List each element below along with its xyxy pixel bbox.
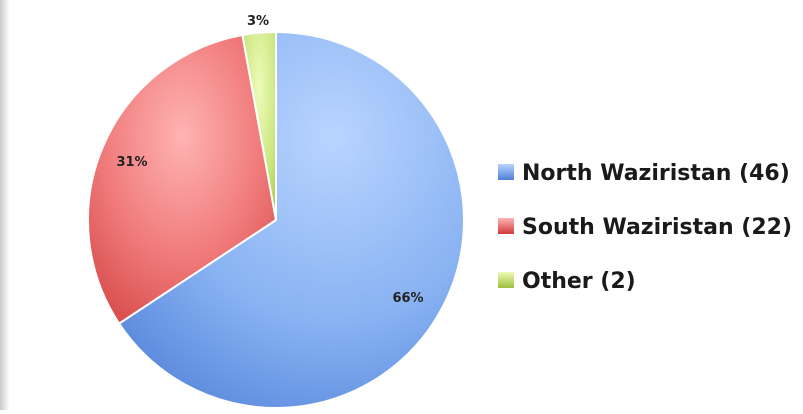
percent-label: 3% <box>247 14 269 29</box>
legend-swatch <box>498 164 514 180</box>
legend-swatch <box>498 218 514 234</box>
legend-label: Other (2) <box>522 269 636 294</box>
left-border-shadow <box>0 0 10 410</box>
legend-label: North Waziristan (46) <box>522 161 790 186</box>
legend-swatch <box>498 272 514 288</box>
legend-label: South Waziristan (22) <box>522 215 792 240</box>
pie-slices <box>88 32 464 408</box>
percent-label: 66% <box>392 291 423 306</box>
legend: North Waziristan (46) South Waziristan (2… <box>498 161 792 294</box>
percent-label: 31% <box>116 155 147 170</box>
